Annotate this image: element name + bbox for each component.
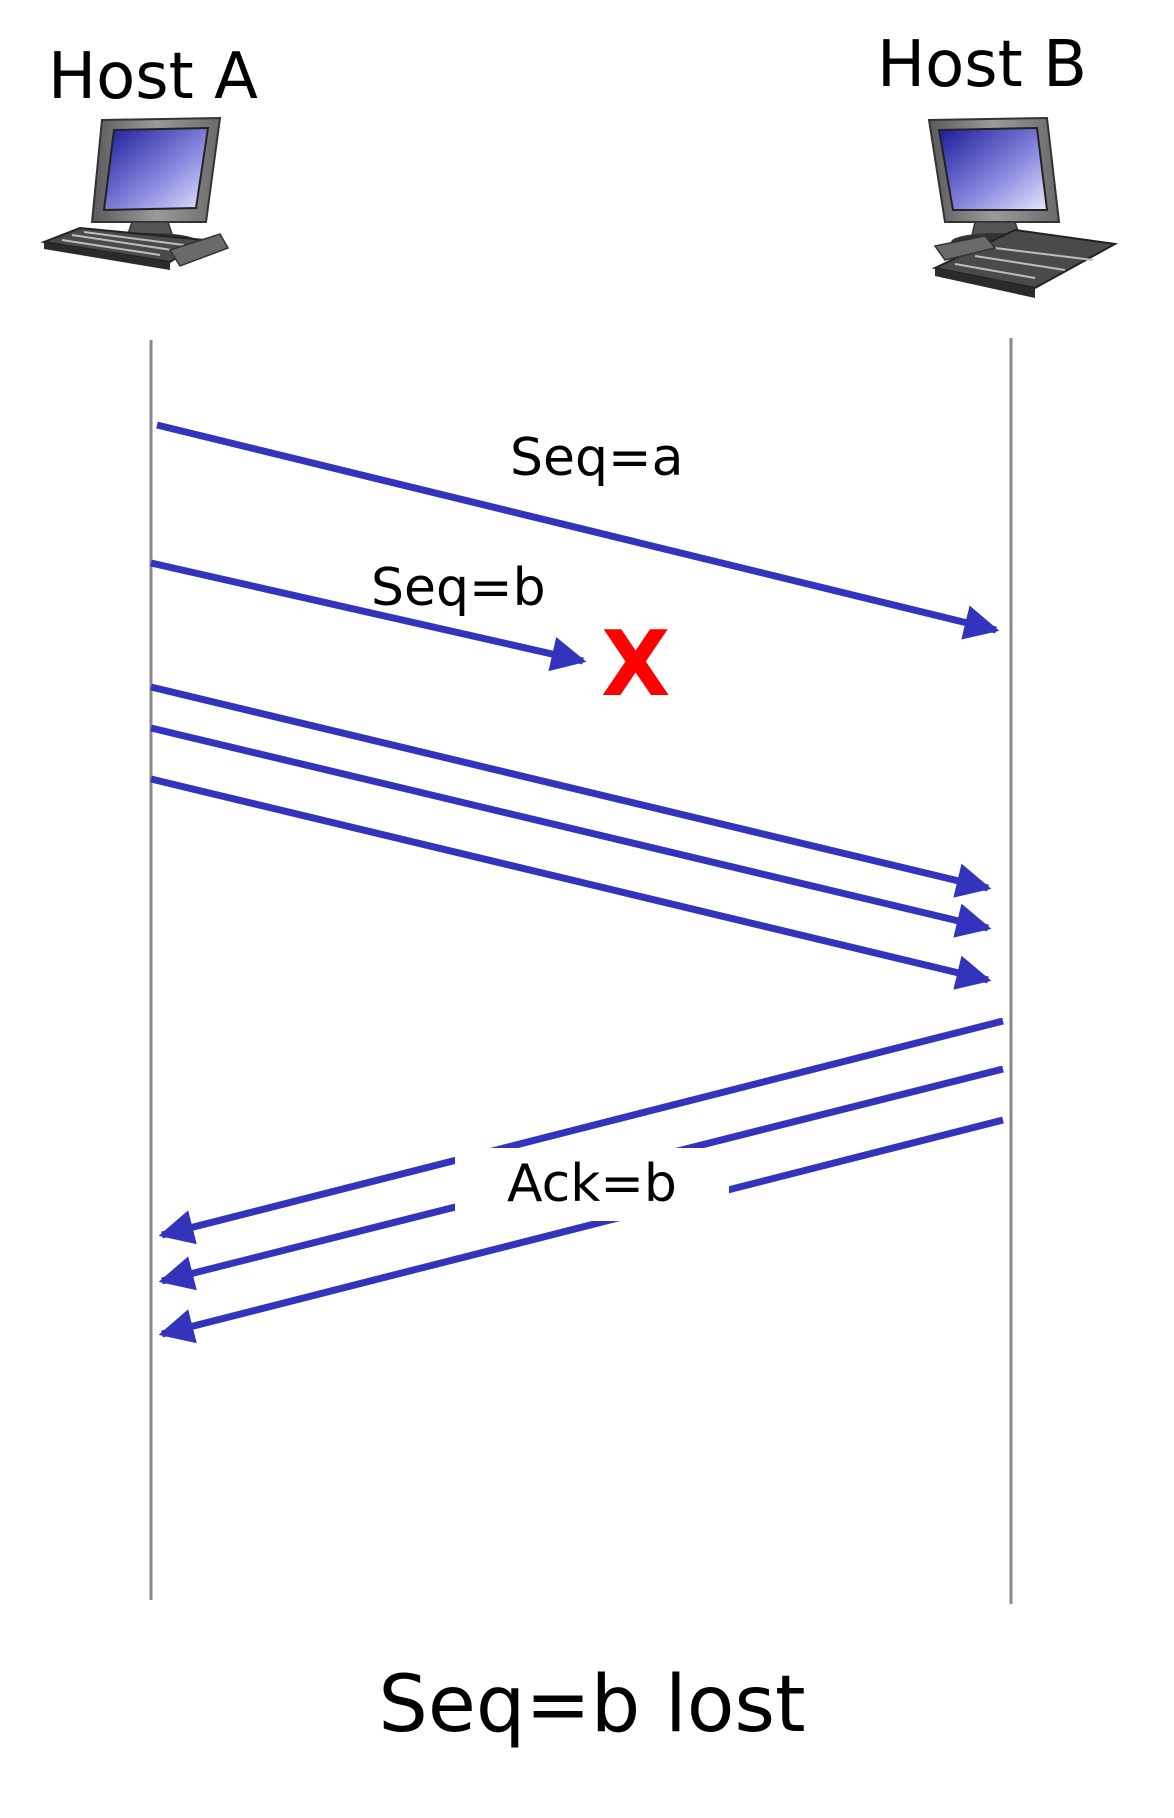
arrow-segment-3: [150, 775, 992, 990]
host-b-label: Host B: [877, 28, 1087, 102]
seq-b-label: Seq=b: [371, 558, 546, 618]
arrow-seq-b-lost: [150, 559, 587, 672]
arrow-segment-1: [150, 683, 992, 898]
diagram-caption: Seq=b lost: [378, 1660, 806, 1750]
arrow-seq-a: [156, 421, 1000, 640]
host-a-computer-icon: [40, 116, 230, 270]
arrow-segment-2: [150, 724, 992, 938]
lost-marker-icon: X: [601, 612, 671, 717]
arrow-ack-1: [158, 1017, 1004, 1245]
host-a-label: Host A: [48, 40, 258, 114]
seq-a-label: Seq=a: [510, 428, 684, 488]
host-b-computer-icon: [927, 116, 1119, 298]
arrow-ack-3: [158, 1116, 1004, 1344]
ack-b-label: Ack=b: [455, 1148, 729, 1221]
